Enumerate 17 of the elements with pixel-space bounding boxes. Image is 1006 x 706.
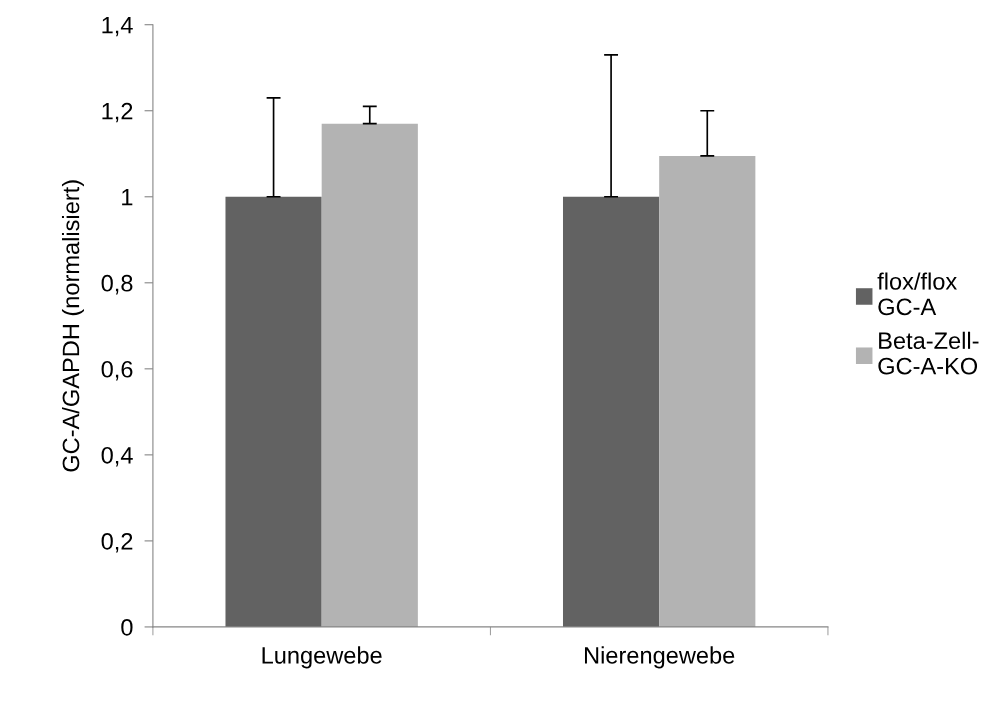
y-tick-label: 1	[122, 189, 133, 206]
y-tick-label: 1,2	[102, 102, 133, 123]
x-tick-label: Lungewebe	[262, 646, 382, 669]
y-axis-title: GC-A/GAPDH (normalisiert)	[61, 180, 84, 472]
y-tick-label: 0,4	[101, 446, 133, 467]
bar	[659, 155, 756, 627]
bar	[321, 123, 418, 627]
y-tick-label: 0	[121, 619, 133, 636]
y-tick-label: 0,6	[101, 360, 133, 381]
x-tick-label: Nierengewebe	[584, 646, 735, 669]
y-tick-label: 0,8	[101, 274, 133, 295]
y-tick-label: 0,2	[101, 532, 133, 553]
legend-label: Beta-Zell- GC-A-KO	[878, 331, 979, 375]
bar	[225, 196, 322, 627]
legend-label: flox/flox GC-A	[877, 272, 957, 316]
y-tick-label: 1,4	[102, 17, 133, 37]
bar	[562, 196, 660, 627]
